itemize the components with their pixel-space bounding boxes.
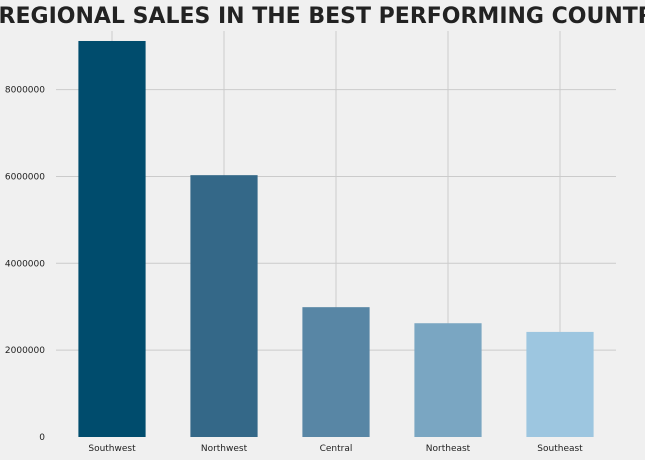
bar-central: [302, 307, 370, 437]
bar-northeast: [414, 323, 482, 437]
y-tick-label: 2000000: [5, 346, 45, 356]
x-tick-label: Central: [320, 444, 353, 454]
y-tick-label: 4000000: [5, 259, 45, 269]
x-axis-ticks: Southwest Northwest Central Northeast Southe…: [88, 444, 583, 454]
x-tick-label: Northeast: [426, 444, 471, 454]
y-axis-ticks: 0 2000000 4000000 6000000 8000000: [5, 86, 45, 443]
bars: [78, 40, 594, 437]
y-tick-label: 6000000: [5, 172, 45, 182]
bar-northwest: [190, 175, 258, 437]
bar-southeast: [526, 331, 594, 437]
y-tick-label: 0: [39, 433, 45, 443]
chart-title: REGIONAL SALES IN THE BEST PERFORMING CO…: [0, 4, 645, 29]
x-tick-label: Northwest: [201, 444, 248, 454]
bar-southwest: [78, 40, 146, 437]
x-tick-label: Southwest: [88, 444, 136, 454]
x-tick-label: Southeast: [537, 444, 583, 454]
y-tick-label: 8000000: [5, 86, 45, 96]
